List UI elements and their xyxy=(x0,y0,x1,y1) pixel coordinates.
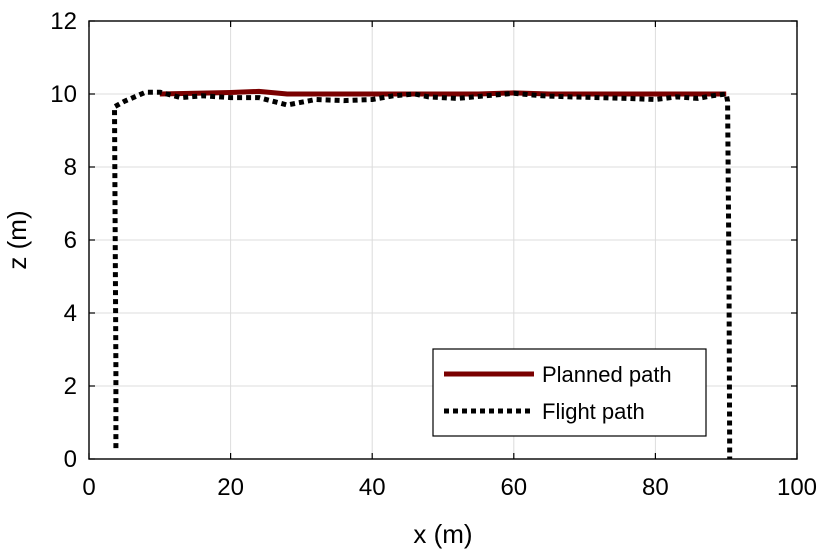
series-line-flight-path xyxy=(112,89,733,460)
x-tick-label: 0 xyxy=(82,474,95,501)
x-tick-label: 60 xyxy=(500,474,527,501)
x-axis-label: x (m) xyxy=(413,519,472,549)
x-tick-label: 100 xyxy=(777,474,817,501)
y-tick-label: 2 xyxy=(64,373,77,400)
y-tick-label: 6 xyxy=(64,227,77,254)
ticks: 0 20 40 60 80 100 0 2 4 6 8 10 12 xyxy=(50,8,817,501)
y-tick-label: 4 xyxy=(64,300,77,327)
x-tick-label: 80 xyxy=(642,474,669,501)
legend-label-flight-path: Flight path xyxy=(542,399,645,424)
y-tick-label: 8 xyxy=(64,154,77,181)
legend-box xyxy=(432,348,707,437)
series-group xyxy=(112,88,733,460)
x-tick-label: 40 xyxy=(359,474,386,501)
y-axis-label: z (m) xyxy=(2,210,32,269)
legend-label-planned-path: Planned path xyxy=(542,362,672,387)
x-tick-label: 20 xyxy=(217,474,244,501)
legend: Planned path Flight path xyxy=(432,348,707,437)
axis-labels: x (m) z (m) xyxy=(2,210,473,549)
y-tick-label: 12 xyxy=(50,8,77,35)
y-tick-label: 10 xyxy=(50,81,77,108)
series-line-planned-path xyxy=(159,88,727,97)
y-tick-label: 0 xyxy=(64,446,77,473)
